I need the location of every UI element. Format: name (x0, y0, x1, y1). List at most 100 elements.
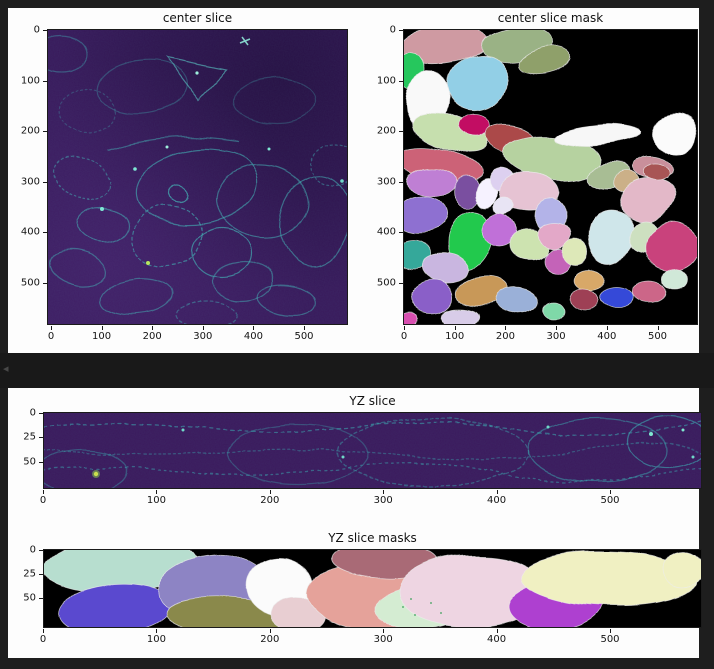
yz-slice-title: YZ slice (349, 394, 396, 408)
tick-mark (657, 326, 659, 330)
tick-mark (202, 326, 204, 330)
tick-label: 0 (39, 495, 47, 506)
scroll-left-icon[interactable]: ◂ (3, 362, 9, 375)
tick-mark (399, 181, 403, 183)
tick-mark (39, 461, 43, 463)
tick-mark (152, 326, 154, 330)
tick-mark (43, 131, 47, 133)
yz-slice-y-axis: 0 25 50 (8, 408, 43, 489)
tick-label: 200 (376, 125, 396, 137)
tick-mark (43, 30, 47, 31)
tick-label: 0 (29, 407, 36, 419)
tick-label: 300 (373, 634, 393, 645)
tick-mark (383, 490, 385, 494)
output-gap: ◂ (0, 353, 714, 388)
tick-label: 100 (445, 331, 465, 342)
figure-center-slice-pair: center slice center slice mask (8, 8, 699, 353)
tick-label: 300 (546, 331, 566, 342)
tick-label: 300 (193, 331, 213, 342)
tick-label: 100 (92, 331, 112, 342)
tick-label: 500 (600, 634, 620, 645)
center-slice-mask-svg (403, 29, 698, 325)
tick-label: 200 (142, 331, 162, 342)
tick-label: 300 (373, 495, 393, 506)
tick-mark (43, 490, 44, 494)
tick-mark (51, 326, 52, 330)
yz-slice-masks-y-axis: 0 25 50 (8, 545, 43, 628)
tick-mark (404, 326, 405, 330)
tick-mark (43, 232, 47, 234)
tick-label: 0 (389, 24, 396, 36)
figure-yz-slice-pair: YZ slice (8, 388, 702, 658)
tick-mark (399, 131, 403, 133)
center-slice-mask-x-axis: 0 100 200 300 400 500 (401, 326, 698, 342)
yz-slice-image (43, 412, 702, 489)
tick-mark (156, 490, 158, 494)
tick-mark (39, 574, 43, 575)
center-slice-image (47, 29, 348, 325)
tick-mark (39, 413, 43, 414)
yz-slice-x-axis: 0 100 200 300 400 500 (39, 490, 702, 506)
tick-mark (156, 629, 158, 633)
tick-label: 0 (33, 24, 40, 36)
tick-mark (399, 232, 403, 234)
tick-mark (399, 283, 403, 284)
yz-slice-masks-x-axis: 0 100 200 300 400 500 (39, 629, 702, 645)
tick-mark (43, 80, 47, 82)
center-slice-title: center slice (162, 11, 233, 25)
tick-label: 500 (600, 495, 620, 506)
center-slice-mask-y-axis: 0 100 200 300 400 500 (364, 25, 403, 325)
tick-label: 0 (29, 544, 36, 556)
tick-mark (269, 629, 271, 633)
tick-label: 25 (23, 431, 36, 443)
tick-label: 200 (20, 125, 40, 137)
tick-label: 50 (23, 592, 36, 604)
tick-label: 200 (260, 634, 280, 645)
center-slice-mask-image (403, 29, 698, 325)
tick-mark (43, 181, 47, 183)
tick-mark (454, 326, 456, 330)
tick-label: 500 (647, 331, 668, 342)
tick-mark (253, 326, 255, 330)
tick-mark (399, 80, 403, 82)
yz-slice-masks-image (43, 549, 702, 628)
tick-label: 300 (376, 176, 396, 188)
yz-slice-svg (43, 412, 702, 489)
tick-label: 200 (495, 331, 515, 342)
tick-mark (101, 326, 103, 330)
tick-label: 400 (376, 226, 396, 238)
yz-slice-masks-svg (43, 549, 702, 628)
tick-label: 300 (20, 176, 40, 188)
tick-label: 400 (487, 634, 507, 645)
tick-mark (505, 326, 507, 330)
tick-mark (610, 629, 611, 633)
tick-label: 25 (23, 568, 36, 580)
tick-mark (399, 30, 403, 31)
tick-label: 0 (47, 331, 55, 342)
tick-label: 200 (260, 495, 280, 506)
tick-label: 400 (487, 495, 507, 506)
tick-label: 400 (597, 331, 617, 342)
tick-label: 100 (146, 495, 166, 506)
tick-mark (496, 490, 498, 494)
tick-label: 400 (20, 226, 40, 238)
tick-mark (39, 550, 43, 551)
tick-label: 100 (376, 75, 396, 87)
tick-label: 0 (39, 634, 47, 645)
tick-mark (269, 490, 271, 494)
tick-label: 100 (20, 75, 40, 87)
tick-mark (39, 437, 43, 439)
tick-mark (556, 326, 558, 330)
tick-mark (383, 629, 385, 633)
center-slice-mask-title: center slice mask (497, 11, 604, 25)
tick-label: 500 (376, 277, 396, 289)
tick-mark (610, 490, 611, 494)
tick-label: 50 (23, 456, 36, 468)
tick-mark (496, 629, 498, 633)
center-slice-svg (47, 29, 348, 325)
tick-label: 500 (294, 331, 314, 342)
tick-label: 400 (243, 331, 263, 342)
center-slice-x-axis: 0 100 200 300 400 500 (47, 326, 348, 342)
tick-label: 100 (146, 634, 166, 645)
